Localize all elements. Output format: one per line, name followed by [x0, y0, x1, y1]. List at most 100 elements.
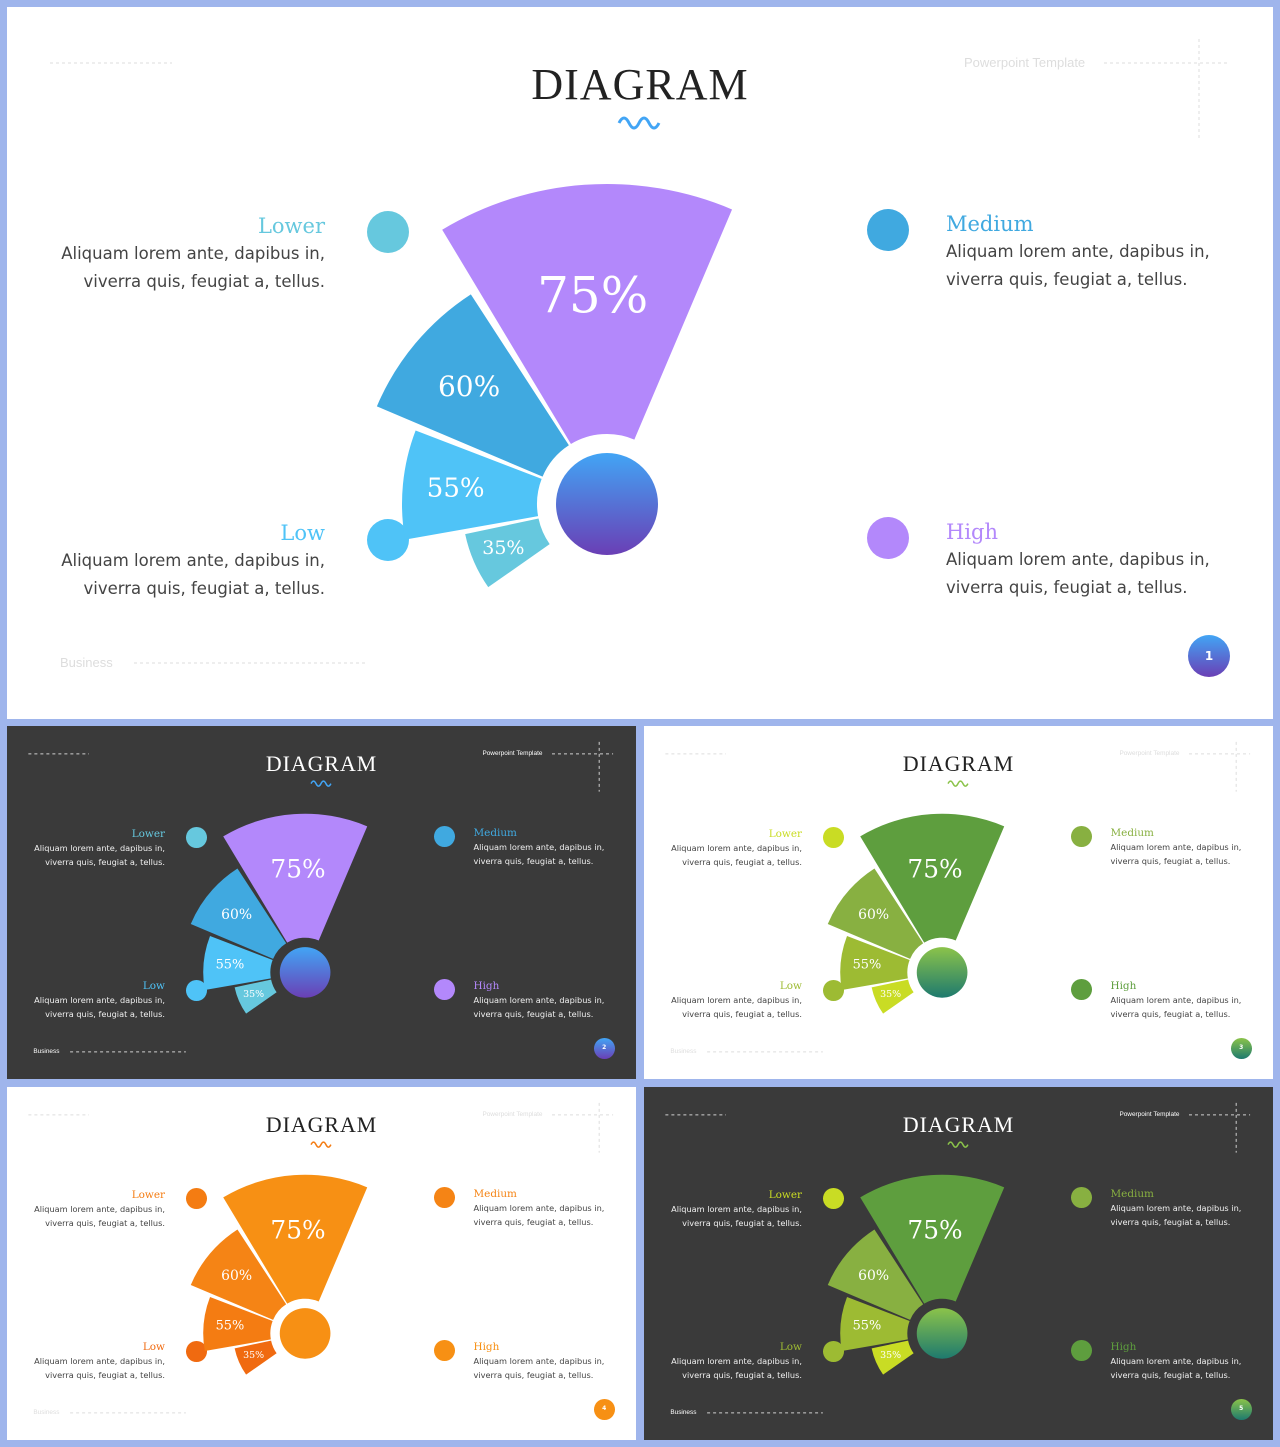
item-low: Low Aliquam lorem ante, dapibus in, viverr… [671, 980, 802, 1022]
item-low-text: Aliquam lorem ante, dapibus in, [671, 995, 802, 1006]
item-lower-label: Lower [257, 214, 325, 238]
item-high-text: Aliquam lorem ante, dapibus in, [473, 994, 605, 1005]
fan-segment-75 [442, 184, 733, 444]
item-high-text: Aliquam lorem ante, dapibus in, [1110, 1355, 1242, 1366]
fan-hub-circle [916, 947, 968, 998]
item-low-label: Low [142, 980, 165, 993]
fan-segment-35 [234, 1340, 277, 1375]
item-high-label: High [1110, 979, 1137, 992]
item-medium-text: Aliquam lorem ante, dapibus in, [473, 841, 605, 852]
item-medium-dot-icon [1071, 1187, 1093, 1209]
item-lower-label: Lower [131, 1188, 165, 1201]
fan-hub-circle [279, 1308, 331, 1359]
fan-segment-55 [840, 1296, 910, 1352]
item-lower-text: Aliquam lorem ante, dapibus in, [61, 244, 325, 263]
fan-segment-label-35: 35% [243, 1350, 264, 1361]
item-medium-dot-icon [434, 826, 456, 848]
item-high-label: High [473, 1340, 500, 1353]
item-lower-label: Lower [131, 827, 165, 840]
item-high: High Aliquam lorem ante, dapibus in, viver… [946, 518, 1210, 602]
fan-segment-label-55: 55% [853, 958, 882, 973]
decorative-lines [28, 741, 614, 1053]
item-lower-text: Aliquam lorem ante, dapibus in, [671, 842, 802, 853]
decorative-lines [50, 39, 1227, 664]
page-title: DIAGRAM [531, 60, 749, 109]
powerpoint-template-label: Powerpoint Template [964, 55, 1086, 70]
page-title: DIAGRAM [265, 751, 378, 776]
fan-segment-60 [190, 1229, 287, 1320]
item-medium-label: Medium [1110, 1187, 1154, 1200]
fan-segment-label-55: 55% [427, 473, 485, 503]
item-lower-text: viverra quis, feugiat a, tellus. [682, 1217, 802, 1228]
item-medium: Medium Aliquam lorem ante, dapibus in, viv… [946, 210, 1210, 294]
fan-segment-55 [203, 935, 273, 991]
fan-segment-35 [871, 1340, 914, 1375]
item-medium: Medium Aliquam lorem ante, dapibus in, viv… [473, 827, 604, 869]
item-low-dot-icon [185, 980, 207, 1002]
item-high-dot-icon [1071, 1340, 1093, 1362]
fan-segment-label-60: 60% [221, 907, 252, 923]
item-lower-dot-icon [185, 827, 207, 849]
item-lower-dot-icon [822, 827, 844, 849]
item-high: High Aliquam lorem ante, dapibus in, viver… [1110, 980, 1241, 1022]
item-medium-dot-icon [434, 1187, 456, 1209]
fan-segment-label-60: 60% [858, 1268, 889, 1284]
item-lower-dot-icon [367, 211, 409, 253]
item-high-dot-icon [434, 1340, 456, 1362]
fan-segment-60 [827, 868, 924, 959]
item-lower: Lower Aliquam lorem ante, dapibus in, vive… [671, 828, 802, 870]
item-medium-dot-icon [867, 209, 909, 251]
item-high-text: viverra quis, feugiat a, tellus. [1110, 1008, 1231, 1019]
item-high-text: Aliquam lorem ante, dapibus in, [946, 550, 1210, 569]
fan-segment-55 [402, 430, 542, 540]
title-wave-icon [310, 780, 332, 787]
item-low: Low Aliquam lorem ante, dapibus in, viverr… [61, 519, 325, 603]
item-medium: Medium Aliquam lorem ante, dapibus in, viv… [1110, 827, 1241, 869]
business-label: Business [33, 1408, 60, 1416]
page-title: DIAGRAM [902, 751, 1015, 776]
fan-segment-label-55: 55% [853, 1319, 882, 1334]
item-low-text: viverra quis, feugiat a, tellus. [682, 1370, 802, 1381]
slide-5: DIAGRAM Powerpoint Template Business Lower A… [644, 1087, 1273, 1440]
item-medium-dot-icon [1071, 826, 1093, 848]
business-label: Business [670, 1047, 697, 1055]
fan-hub-circle [556, 453, 658, 555]
page-title: DIAGRAM [265, 1112, 378, 1137]
fan-segment-label-75: 75% [270, 855, 325, 884]
item-low-dot-icon [822, 980, 844, 1002]
item-lower: Lower Aliquam lorem ante, dapibus in, vive… [34, 828, 165, 870]
fan-segment-label-75: 75% [270, 1216, 325, 1245]
title-wave-icon [310, 1141, 332, 1148]
item-high: High Aliquam lorem ante, dapibus in, viver… [473, 1341, 604, 1383]
fan-segment-75 [860, 813, 1005, 943]
item-medium-text: viverra quis, feugiat a, tellus. [473, 855, 594, 866]
fan-segment-55 [840, 935, 910, 991]
item-low: Low Aliquam lorem ante, dapibus in, viverr… [34, 1341, 165, 1383]
fan-segment-label-55: 55% [216, 958, 245, 973]
powerpoint-template-label: Powerpoint Template [482, 1110, 543, 1118]
decorative-lines [665, 1102, 1251, 1414]
item-medium-text: viverra quis, feugiat a, tellus. [946, 270, 1188, 289]
decorative-lines [28, 1102, 614, 1414]
business-label: Business [60, 655, 113, 670]
fan-segment-label-75: 75% [907, 855, 962, 884]
fan-segment-75 [223, 1174, 368, 1304]
item-medium-text: Aliquam lorem ante, dapibus in, [473, 1202, 605, 1213]
item-low-label: Low [142, 1341, 165, 1354]
item-low-text: viverra quis, feugiat a, tellus. [45, 1009, 165, 1020]
item-medium-label: Medium [473, 1187, 517, 1200]
item-lower: Lower Aliquam lorem ante, dapibus in, vive… [61, 212, 325, 296]
fan-hub-circle [916, 1308, 968, 1359]
powerpoint-template-label: Powerpoint Template [482, 749, 543, 757]
fan-segment-label-35: 35% [243, 989, 264, 1000]
item-high-text: Aliquam lorem ante, dapibus in, [473, 1355, 605, 1366]
fan-segment-label-35: 35% [880, 1350, 901, 1361]
item-medium-label: Medium [1110, 826, 1154, 839]
item-medium-text: Aliquam lorem ante, dapibus in, [1110, 1202, 1242, 1213]
item-lower-text: Aliquam lorem ante, dapibus in, [34, 842, 165, 853]
item-lower-dot-icon [185, 1188, 207, 1210]
item-high-text: viverra quis, feugiat a, tellus. [946, 578, 1188, 597]
powerpoint-template-label: Powerpoint Template [1119, 749, 1180, 757]
item-high-text: Aliquam lorem ante, dapibus in, [1110, 994, 1242, 1005]
item-low-text: viverra quis, feugiat a, tellus. [83, 579, 326, 598]
